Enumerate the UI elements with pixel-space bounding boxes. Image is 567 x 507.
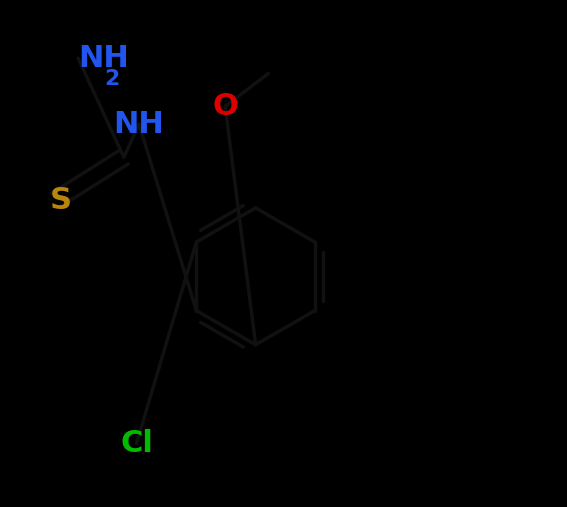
Text: NH: NH (113, 110, 164, 139)
Text: 2: 2 (104, 69, 120, 89)
Text: S: S (49, 186, 71, 215)
Text: O: O (212, 92, 238, 121)
Text: Cl: Cl (120, 429, 153, 458)
Text: NH: NH (78, 44, 129, 73)
